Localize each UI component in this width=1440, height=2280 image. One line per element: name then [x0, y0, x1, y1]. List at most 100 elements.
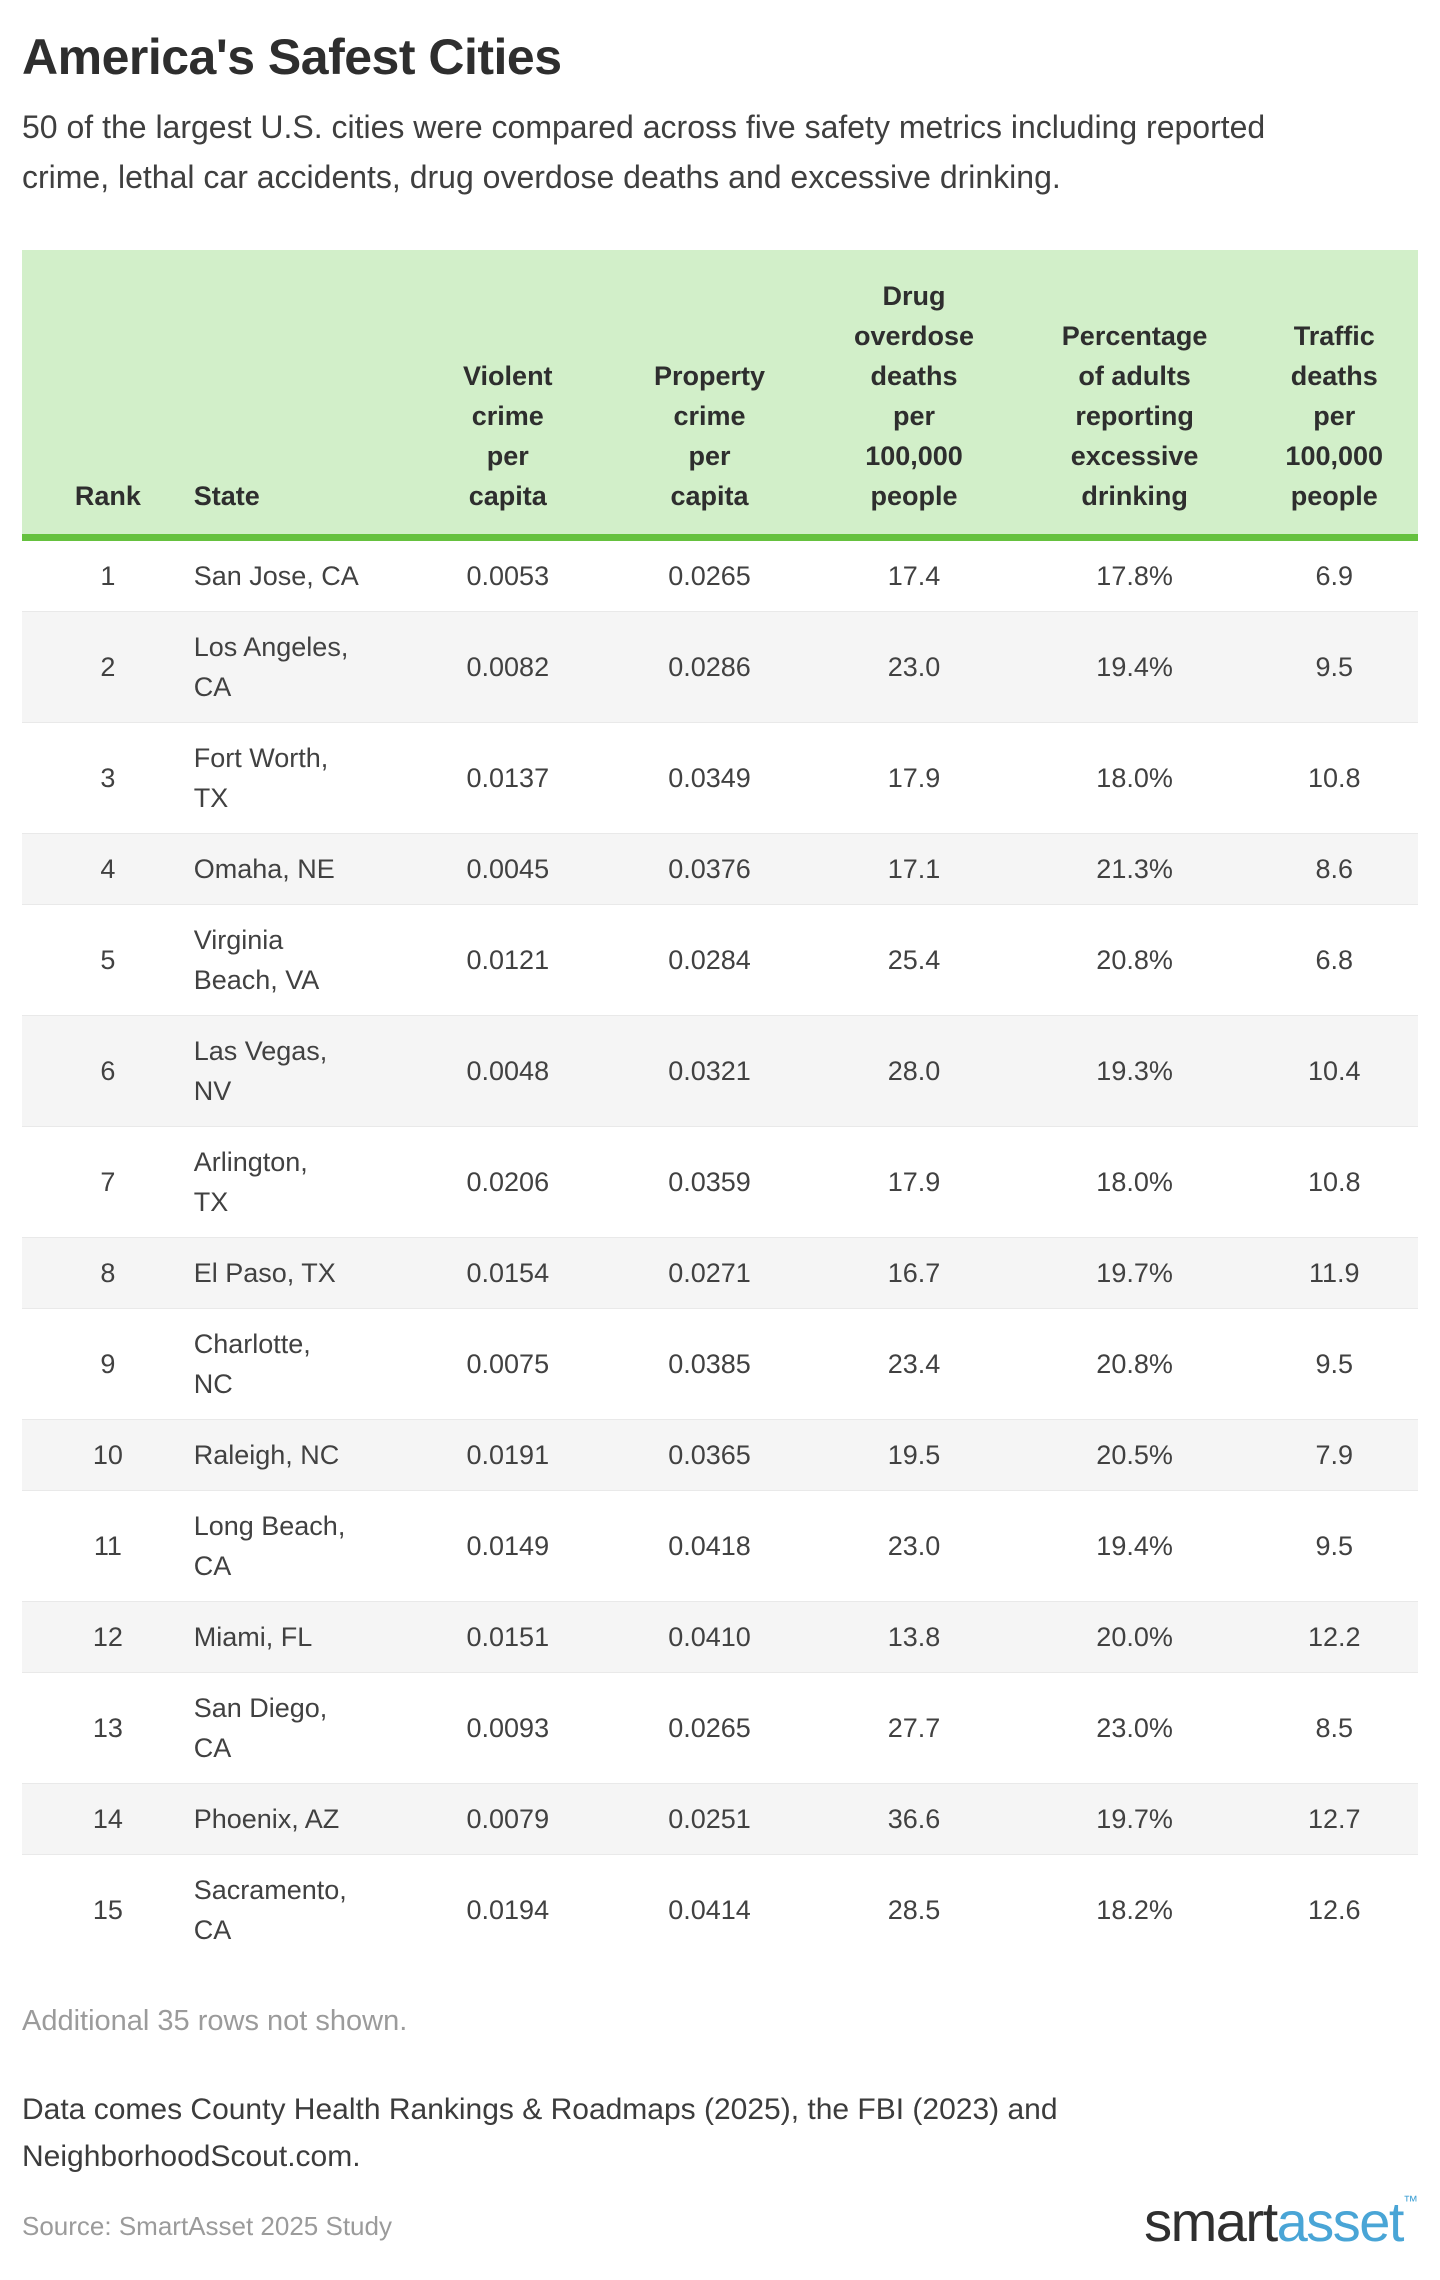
table-cell: 0.0265	[668, 561, 751, 591]
table-cell: 0.0053	[466, 561, 550, 591]
table-cell: 1	[100, 561, 116, 591]
table-cell: 0.0079	[466, 1804, 550, 1834]
table-cell: 19.3%	[1096, 1056, 1173, 1086]
column-header: State	[193, 250, 406, 538]
table-cell: 17.1	[887, 854, 941, 884]
table-cell: 0.0149	[466, 1531, 550, 1561]
table-cell: Phoenix, AZ	[193, 1804, 340, 1834]
table-cell: 12.6	[1307, 1895, 1361, 1925]
table-row: 2 Los Angeles, CA 0.0082 0.0286 23.0 19.4% 9.5	[22, 611, 1418, 723]
table-cell: 3	[100, 763, 116, 793]
table-cell: 15	[92, 1895, 123, 1925]
table-cell: 0.0286	[668, 652, 751, 682]
table-cell: 0.0284	[668, 945, 751, 975]
table-body: 1 San Jose, CA 0.0053 0.0265 17.4 17.8% 6.9 2 Lo…	[22, 537, 1418, 1965]
table-cell: 20.0%	[1096, 1622, 1173, 1652]
logo-text-asset: asset	[1276, 2190, 1405, 2253]
table-header: Rank State Violent crime per capita Propert…	[22, 250, 1418, 538]
table-cell: 36.6	[887, 1804, 941, 1834]
trademark-symbol: ™	[1403, 2193, 1418, 2210]
table-cell: 10.4	[1307, 1056, 1361, 1086]
table-cell: 17.8%	[1096, 561, 1173, 591]
table-cell: El Paso, TX	[193, 1258, 336, 1288]
table-row: 8 El Paso, TX 0.0154 0.0271 16.7 19.7% 11.9	[22, 1237, 1418, 1309]
table-cell: 14	[92, 1804, 123, 1834]
table-cell: 6	[100, 1056, 116, 1086]
table-cell: 6.8	[1315, 945, 1353, 975]
table-cell: San Jose, CA	[193, 561, 359, 591]
table-cell: 0.0045	[466, 854, 550, 884]
table-row: 15 Sacramento, CA 0.0194 0.0414 28.5 18.2% 12.…	[22, 1854, 1418, 1965]
table-cell: 0.0194	[466, 1895, 550, 1925]
table-cell: San Diego, CA	[193, 1693, 328, 1763]
table-cell: 0.0048	[466, 1056, 550, 1086]
table-cell: 0.0271	[668, 1258, 751, 1288]
table-cell: 12.7	[1307, 1804, 1361, 1834]
table-cell: 19.7%	[1096, 1258, 1173, 1288]
table-cell: 17.9	[887, 763, 941, 793]
table-cell: 0.0385	[668, 1349, 751, 1379]
table-cell: Los Angeles, CA	[193, 632, 349, 702]
table-cell: 12	[92, 1622, 123, 1652]
page-subtitle: 50 of the largest U.S. cities were compa…	[22, 109, 1266, 195]
table-row: 7 Arlington, TX 0.0206 0.0359 17.9 18.0% 10.8	[22, 1126, 1418, 1238]
table-cell: 7	[100, 1167, 116, 1197]
data-sources-note: Data comes County Health Rankings & Road…	[22, 2093, 1058, 2173]
table-cell: 0.0365	[668, 1440, 751, 1470]
table-cell: 0.0191	[466, 1440, 550, 1470]
table-cell: 9.5	[1315, 1349, 1353, 1379]
table-cell: 0.0251	[668, 1804, 751, 1834]
table-cell: 11.9	[1308, 1258, 1360, 1288]
table-cell: 9	[100, 1349, 116, 1379]
table-cell: Raleigh, NC	[193, 1440, 340, 1470]
table-cell: 21.3%	[1096, 854, 1173, 884]
table-cell: 23.0	[887, 1531, 941, 1561]
table-cell: 0.0414	[668, 1895, 751, 1925]
table-row: 11 Long Beach, CA 0.0149 0.0418 23.0 19.4% 9.5	[22, 1490, 1418, 1602]
table-row: 10 Raleigh, NC 0.0191 0.0365 19.5 20.5% 7.9	[22, 1419, 1418, 1491]
table-row: 12 Miami, FL 0.0151 0.0410 13.8 20.0% 12.2	[22, 1601, 1418, 1673]
column-header: Property crime per capita	[609, 250, 810, 538]
table-cell: 0.0418	[668, 1531, 751, 1561]
column-header: Rank	[22, 250, 194, 538]
table-cell: 5	[100, 945, 116, 975]
table-cell: 9.5	[1315, 652, 1353, 682]
table-cell: 0.0410	[668, 1622, 751, 1652]
table-cell: 10.8	[1307, 763, 1361, 793]
table-cell: 0.0206	[466, 1167, 550, 1197]
table-cell: Las Vegas, NV	[193, 1036, 328, 1106]
table-cell: 18.2%	[1096, 1895, 1173, 1925]
table-cell: 20.5%	[1096, 1440, 1173, 1470]
table-cell: 23.0	[887, 652, 941, 682]
table-cell: 0.0121	[466, 945, 550, 975]
table-cell: 13	[92, 1713, 123, 1743]
table-cell: Arlington, TX	[193, 1147, 308, 1217]
table-cell: 0.0137	[466, 763, 550, 793]
table-cell: Sacramento, CA	[193, 1875, 347, 1945]
table-cell: 10.8	[1307, 1167, 1361, 1197]
table-row: 5 Virginia Beach, VA 0.0121 0.0284 25.4 20.8%…	[22, 904, 1418, 1016]
header-row: Rank State Violent crime per capita Propert…	[22, 250, 1418, 538]
table-cell: 0.0359	[668, 1167, 751, 1197]
table-cell: 0.0265	[668, 1713, 751, 1743]
table-cell: 20.8%	[1096, 945, 1173, 975]
footer: Source: SmartAsset 2025 Study smartasset…	[22, 2194, 1418, 2250]
table-cell: 9.5	[1315, 1531, 1353, 1561]
table-cell: 10	[92, 1440, 123, 1470]
table-row: 1 San Jose, CA 0.0053 0.0265 17.4 17.8% 6.9	[22, 537, 1418, 612]
table-row: 6 Las Vegas, NV 0.0048 0.0321 28.0 19.3% 10.4	[22, 1015, 1418, 1127]
table-cell: 0.0154	[466, 1258, 550, 1288]
table-cell: Omaha, NE	[193, 854, 335, 884]
table-cell: 17.4	[887, 561, 941, 591]
safest-cities-table: Rank State Violent crime per capita Propert…	[22, 250, 1418, 1965]
table-row: 14 Phoenix, AZ 0.0079 0.0251 36.6 19.7% 12.7	[22, 1783, 1418, 1855]
smartasset-logo: smartasset™	[1144, 2194, 1418, 2250]
column-header: Percentage of adults reporting excessive…	[1018, 250, 1251, 538]
table-cell: 8	[100, 1258, 116, 1288]
table-cell: 17.9	[887, 1167, 941, 1197]
table-cell: 8.6	[1315, 854, 1353, 884]
table-cell: Virginia Beach, VA	[193, 925, 320, 995]
table-cell: 4	[100, 854, 116, 884]
table-cell: 0.0075	[466, 1349, 550, 1379]
table-cell: 19.7%	[1096, 1804, 1173, 1834]
